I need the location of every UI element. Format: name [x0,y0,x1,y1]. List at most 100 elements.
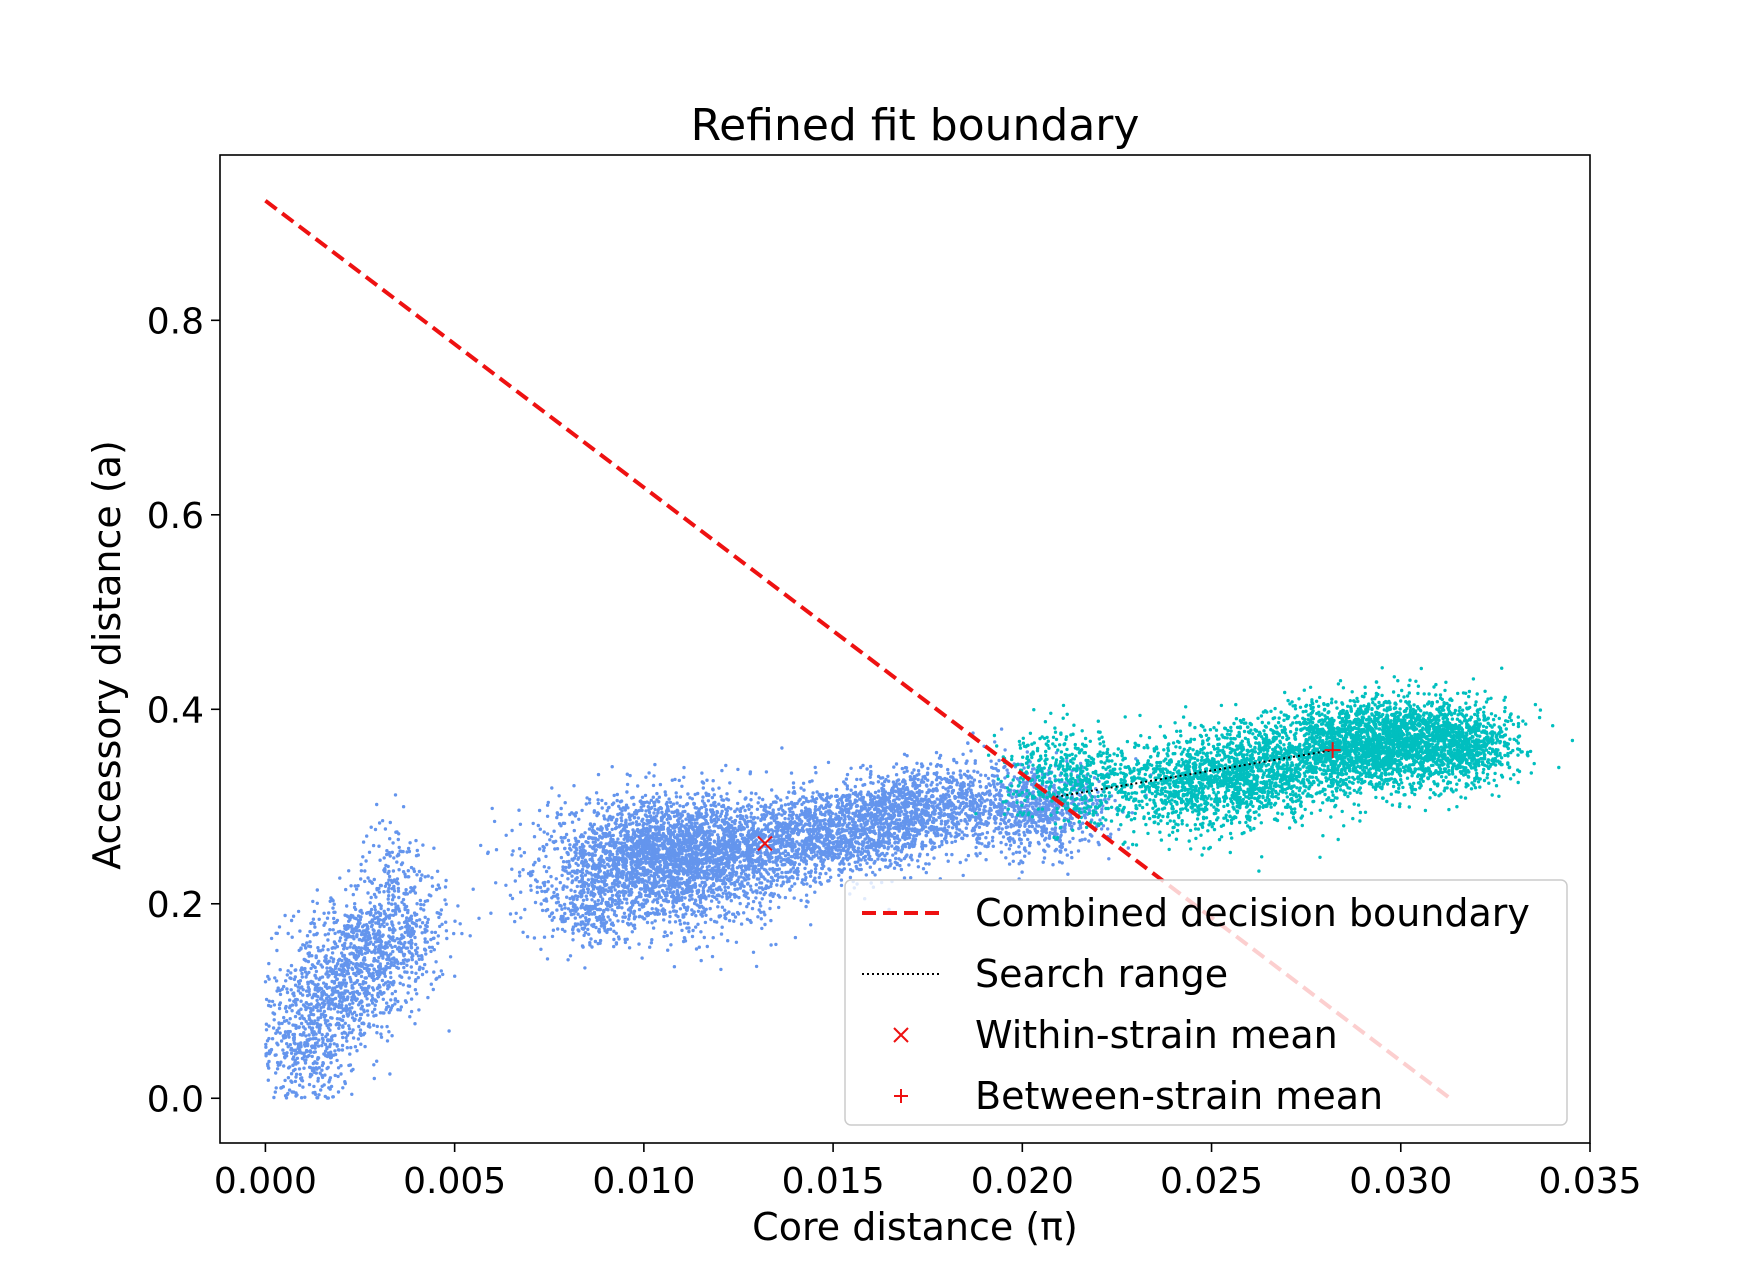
scatter-point [665,865,669,869]
scatter-point [388,820,392,825]
scatter-point [328,1038,332,1042]
scatter-point [279,1039,284,1043]
scatter-point [336,1048,341,1052]
scatter-point [329,1007,333,1011]
scatter-point [351,993,356,997]
scatter-point [310,1044,314,1049]
scatter-point [656,851,660,855]
scatter-point [694,834,699,838]
scatter-point [350,1016,355,1020]
scatter-point [651,900,655,904]
scatter-point [390,902,394,906]
scatter-point [309,921,313,926]
scatter-point [578,835,583,839]
scatter-point [321,948,325,952]
scatter-point [359,869,364,873]
scatter-point [612,801,616,805]
scatter-point [353,907,358,912]
scatter-point [296,979,301,984]
scatter-point [720,905,725,909]
scatter-point [420,972,425,977]
scatter-point [667,809,671,813]
scatter-point [332,902,336,906]
scatter-point [365,997,369,1001]
scatter-point [653,762,657,767]
scatter-point [672,858,677,863]
scatter-point [570,820,575,824]
scatter-point [610,852,615,857]
scatter-point [294,997,299,1002]
scatter-point [359,951,364,956]
scatter-point [375,986,380,991]
scatter-point [517,870,522,874]
scatter-point [600,806,604,810]
scatter-point [504,833,508,837]
scatter-point [393,960,397,964]
scatter-point [426,995,430,1000]
scatter-point [283,1035,288,1040]
scatter-point [388,971,393,975]
scatter-point [650,805,654,810]
scatter-point [780,870,784,875]
scatter-point [311,1037,315,1041]
scatter-point [624,891,628,895]
scatter-point [299,1045,303,1049]
scatter-point [344,932,348,936]
scatter-point [614,942,619,946]
scatter-point [700,842,704,846]
scatter-point [308,1072,313,1077]
scatter-point [677,829,682,834]
scatter-point [408,1015,412,1019]
scatter-point [432,846,436,850]
scatter-point [610,900,615,904]
scatter-point [284,979,288,983]
scatter-point [367,850,372,854]
scatter-point [563,911,567,916]
scatter-point [714,887,718,891]
scatter-point [678,826,682,830]
scatter-point [287,1021,291,1025]
scatter-point [400,975,404,979]
scatter-point [675,836,679,840]
scatter-point [349,942,353,946]
scatter-point [317,1024,322,1029]
scatter-point [550,911,555,915]
scatter-point [396,837,400,842]
scatter-point [738,789,742,794]
scatter-point [517,808,521,812]
scatter-point [283,1006,288,1010]
scatter-point [568,864,572,868]
scatter-point [566,877,570,881]
scatter-point [651,783,656,788]
scatter-point [298,1048,302,1052]
scatter-point [754,896,758,900]
scatter-point [292,1055,296,1059]
scatter-point [437,975,442,979]
scatter-point [278,1031,282,1035]
scatter-point [325,916,330,920]
scatter-point [637,894,641,899]
scatter-point [699,930,703,934]
scatter-point [617,848,622,853]
scatter-point [391,909,395,913]
scatter-point [275,1060,280,1065]
scatter-point [377,983,381,987]
scatter-point [684,908,689,912]
scatter-point [362,923,366,927]
scatter-point [344,981,348,986]
scatter-point [386,953,390,958]
scatter-point [541,844,545,849]
scatter-point [363,1044,367,1049]
scatter-point [537,858,541,862]
scatter-point [301,993,305,997]
scatter-point [311,1013,316,1017]
scatter-point [477,916,481,920]
scatter-point [371,978,376,983]
scatter-point [288,1065,292,1069]
scatter-point [769,943,773,947]
scatter-point [723,889,728,893]
scatter-point [666,948,670,952]
scatter-point [365,989,369,993]
scatter-point [350,1092,354,1097]
scatter-point [409,1009,414,1014]
